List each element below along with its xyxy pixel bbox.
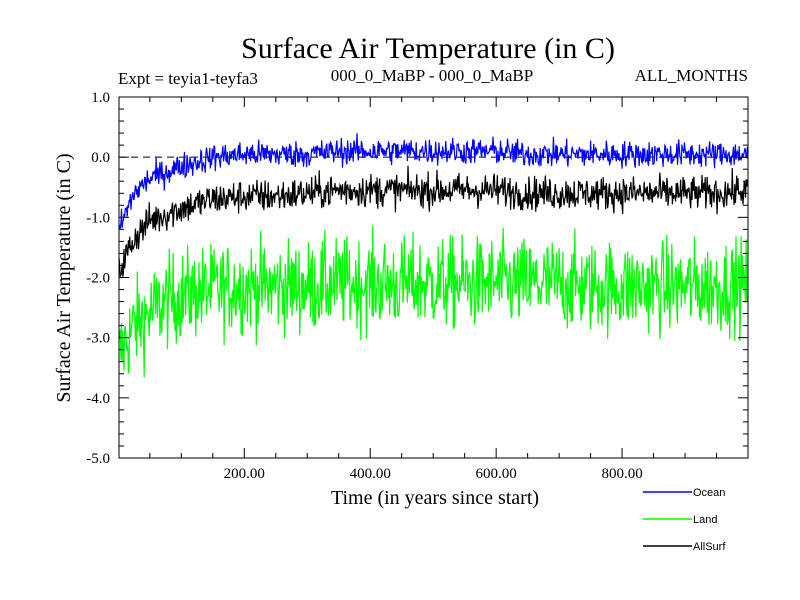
- series-line-allsurf: [118, 165, 749, 279]
- y-tick-label: -1.0: [86, 210, 110, 226]
- y-tick-label: 1.0: [91, 90, 110, 106]
- x-tick-label: 200.00: [224, 466, 265, 482]
- axis-tick-labels: 200.00 400.00 600.00 800.00 1.0 0.0 -1.0 -2.0 -3…: [86, 90, 642, 482]
- series-line-land: [118, 225, 749, 378]
- y-tick-label: 0.0: [91, 150, 110, 166]
- months-label: ALL_MONTHS: [635, 66, 748, 85]
- x-tick-label: 600.00: [476, 466, 517, 482]
- experiment-label: Expt = teyia1-teyfa3: [118, 69, 258, 88]
- legend-item-allsurf: AllSurf: [643, 541, 726, 553]
- legend-item-ocean: Ocean: [643, 487, 725, 499]
- legend-label-ocean: Ocean: [693, 487, 725, 499]
- x-axis-label: Time (in years since start): [331, 487, 539, 509]
- y-tick-label: -3.0: [86, 331, 110, 347]
- series-line-ocean: [118, 133, 749, 229]
- chart-title: Surface Air Temperature (in C): [241, 32, 615, 65]
- legend: Ocean Land AllSurf: [643, 487, 726, 553]
- legend-item-land: Land: [643, 514, 717, 526]
- x-tick-label: 400.00: [350, 466, 391, 482]
- axis-ticks: [119, 96, 748, 459]
- x-tick-label: 800.00: [601, 466, 642, 482]
- legend-label-land: Land: [693, 514, 717, 526]
- legend-label-allsurf: AllSurf: [693, 541, 726, 553]
- series-layer: [118, 133, 749, 378]
- y-tick-label: -5.0: [86, 451, 110, 467]
- y-axis-label: Surface Air Temperature (in C): [53, 153, 75, 402]
- period-label: 000_0_MaBP - 000_0_MaBP: [331, 66, 533, 85]
- y-tick-label: -2.0: [86, 271, 110, 287]
- y-tick-label: -4.0: [86, 391, 110, 407]
